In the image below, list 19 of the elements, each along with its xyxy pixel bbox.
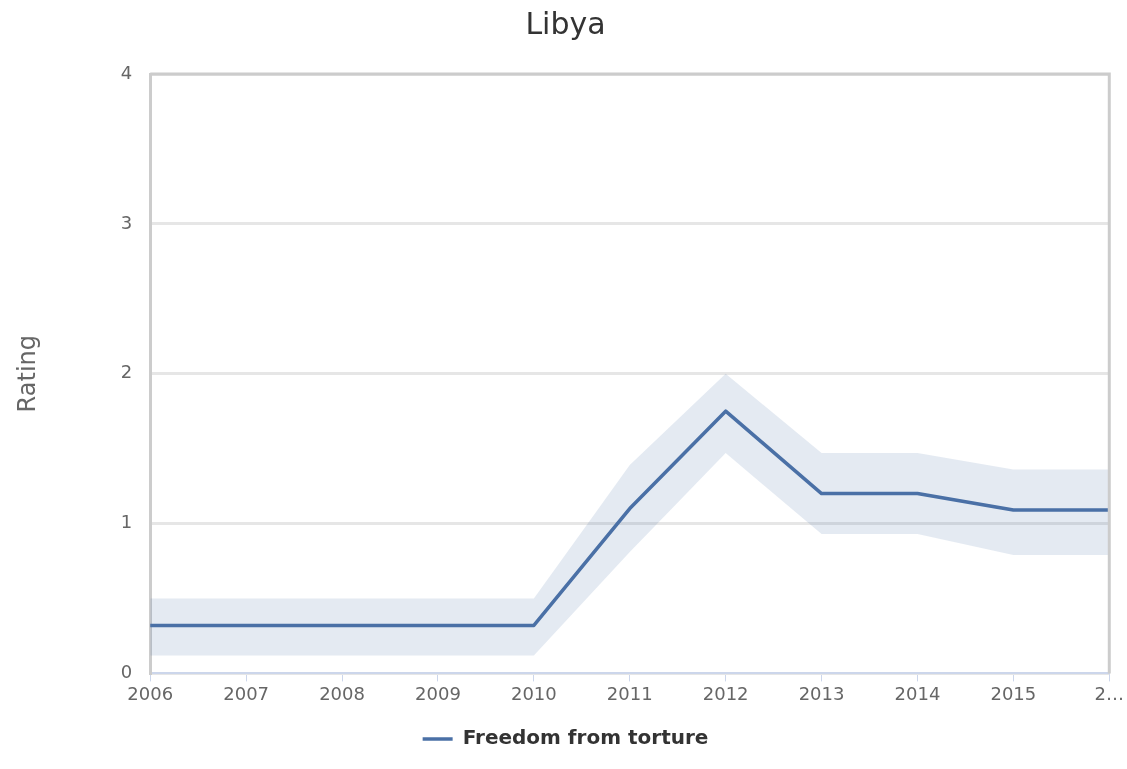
x-tick-label: 2013 [798,682,845,704]
x-tick-label: 2006 [127,682,174,704]
y-tick-label: 1 [120,511,133,533]
y-tick-label: 4 [120,61,133,83]
x-tick-label: 2007 [223,682,270,704]
x-tick-label: 2015 [990,682,1037,704]
x-tick-label: 2014 [894,682,941,704]
x-tick-label: 2011 [606,682,653,704]
y-axis-title: Rating [12,335,41,413]
y-tick-label: 2 [120,361,133,383]
x-tick-label: 2008 [319,682,365,704]
y-tick-label: 3 [120,211,133,233]
x-tick-label: 2010 [510,682,557,704]
x-tick-label: 2009 [415,682,461,704]
y-tick-label: 0 [120,661,133,683]
legend-label: Freedom from torture [462,725,709,750]
chart-title: Libya [525,5,606,41]
x-tick-label: 2… [1094,682,1124,704]
x-tick-label: 2012 [702,682,749,704]
